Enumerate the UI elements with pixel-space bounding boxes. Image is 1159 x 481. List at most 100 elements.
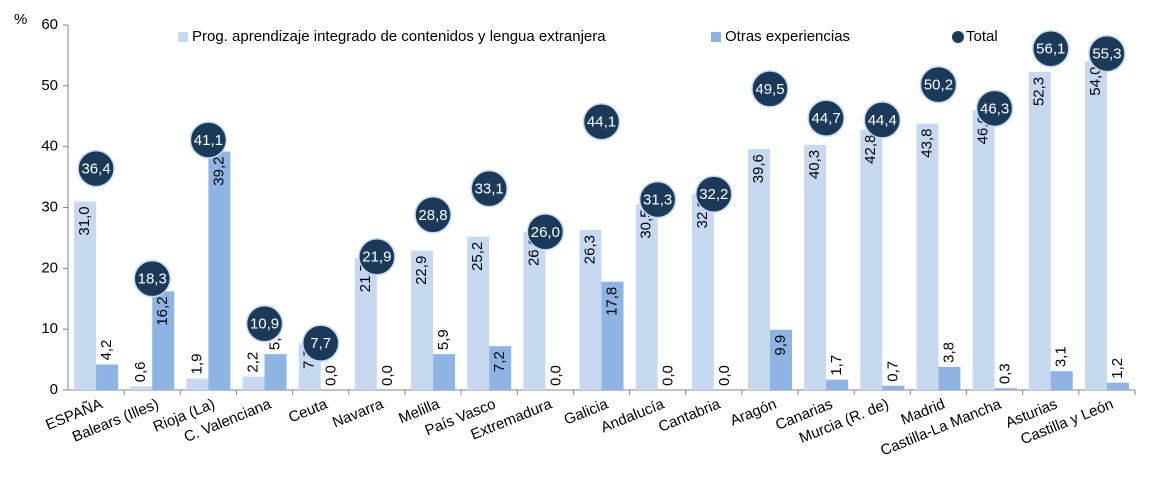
bar-value-label: 42,8 xyxy=(862,135,879,164)
bar-value-label: 4,2 xyxy=(98,340,115,361)
bar-value-label: 1,2 xyxy=(1109,358,1126,379)
bar xyxy=(467,236,490,390)
bar xyxy=(208,151,231,390)
bar xyxy=(152,291,175,390)
total-marker xyxy=(975,89,1014,128)
x-tick-label: Cantabria xyxy=(656,395,723,435)
total-value-label: 49,5 xyxy=(755,81,784,98)
total-marker xyxy=(1032,29,1070,68)
total-marker xyxy=(1088,34,1126,73)
total-marker xyxy=(414,196,452,234)
bar xyxy=(804,144,827,390)
bar-value-label: 3,8 xyxy=(940,342,957,363)
total-value-label: 44,7 xyxy=(812,110,841,127)
bar-value-label: 43,8 xyxy=(918,129,935,158)
legend-label: Total xyxy=(966,28,998,45)
total-value-label: 41,1 xyxy=(194,132,223,149)
bar xyxy=(1084,61,1107,390)
total-value-label: 21,9 xyxy=(362,249,391,266)
bar xyxy=(691,194,714,390)
bar xyxy=(601,281,624,390)
bar-value-label: 7,2 xyxy=(491,351,508,372)
bar-value-label: 0,3 xyxy=(997,363,1014,384)
bar-value-label: 16,2 xyxy=(154,296,171,325)
legend-label: Otras experiencias xyxy=(725,28,850,45)
total-value-label: 46,3 xyxy=(980,100,1009,117)
bar-value-label: 3,1 xyxy=(1053,346,1070,367)
bar-value-label: 1,9 xyxy=(188,354,205,375)
legend-label: Prog. aprendizaje integrado de contenido… xyxy=(192,28,606,45)
bar-value-label: 39,2 xyxy=(210,157,227,186)
bar xyxy=(938,366,961,390)
total-value-label: 44,1 xyxy=(587,114,616,131)
x-tick-label: Navarra xyxy=(330,395,386,431)
bar xyxy=(882,385,905,390)
bar xyxy=(130,386,153,390)
bar-value-label: 1,7 xyxy=(828,355,845,376)
bar-value-label: 17,8 xyxy=(603,287,620,316)
bar-value-label: 31,0 xyxy=(76,206,93,235)
total-marker xyxy=(301,324,340,362)
bar-value-label: 2,2 xyxy=(245,352,262,373)
total-marker xyxy=(189,121,228,159)
bar xyxy=(747,149,770,390)
total-marker xyxy=(133,259,171,298)
bar-value-label: 22,9 xyxy=(413,256,430,285)
bar xyxy=(769,329,792,390)
bar-value-label: 0,7 xyxy=(884,361,901,382)
bar xyxy=(1106,382,1129,390)
bar xyxy=(826,379,849,390)
bar-value-label: 0,0 xyxy=(716,365,733,386)
total-value-label: 7,7 xyxy=(310,335,331,352)
total-marker xyxy=(638,180,677,219)
y-tick-label: 50 xyxy=(41,77,58,94)
y-tick-label: 10 xyxy=(41,320,58,337)
total-value-label: 55,3 xyxy=(1092,46,1121,63)
total-value-label: 10,9 xyxy=(250,316,279,333)
bar-value-label: 25,2 xyxy=(469,242,486,271)
total-value-label: 28,8 xyxy=(418,207,447,224)
total-marker xyxy=(807,99,845,137)
bar xyxy=(264,354,287,390)
legend-swatch xyxy=(711,32,721,42)
bar xyxy=(489,346,512,390)
x-tick-label: Ceuta xyxy=(286,395,330,426)
x-tick-label: Andalucía xyxy=(598,395,667,436)
total-value-label: 26,0 xyxy=(531,224,560,241)
bar-value-label: 0,0 xyxy=(379,365,396,386)
bar-value-label: 40,3 xyxy=(806,150,823,179)
bar xyxy=(972,110,995,391)
y-tick-label: 60 xyxy=(41,16,58,33)
bar-value-label: 52,3 xyxy=(1031,77,1048,106)
bar xyxy=(242,376,265,390)
total-value-label: 31,3 xyxy=(643,192,672,209)
total-value-label: 50,2 xyxy=(924,77,953,94)
bar xyxy=(635,204,658,390)
bar-value-label: 0,0 xyxy=(547,365,564,386)
total-marker xyxy=(695,175,733,213)
bar-value-label: 54,0 xyxy=(1087,67,1104,96)
bar xyxy=(994,388,1017,390)
legend-marker xyxy=(952,31,964,43)
bar-value-label: 0,0 xyxy=(323,365,340,386)
bar xyxy=(186,378,209,390)
bar xyxy=(1028,71,1051,390)
bar xyxy=(433,354,456,390)
bar xyxy=(1050,371,1073,390)
total-value-label: 33,1 xyxy=(475,181,504,198)
bar xyxy=(916,123,939,391)
bar xyxy=(96,364,119,390)
total-marker xyxy=(358,238,396,276)
bar-value-label: 0,6 xyxy=(132,361,149,382)
total-marker xyxy=(77,149,115,188)
total-value-label: 44,4 xyxy=(868,112,897,129)
bar-value-label: 0,0 xyxy=(660,365,677,386)
legend-swatch xyxy=(178,32,188,42)
y-tick-label: 0 xyxy=(50,381,58,398)
y-tick-label: 20 xyxy=(41,259,58,276)
bar xyxy=(354,257,377,390)
bar xyxy=(74,201,97,390)
y-unit: % xyxy=(14,11,27,28)
y-tick-label: 30 xyxy=(41,198,58,215)
